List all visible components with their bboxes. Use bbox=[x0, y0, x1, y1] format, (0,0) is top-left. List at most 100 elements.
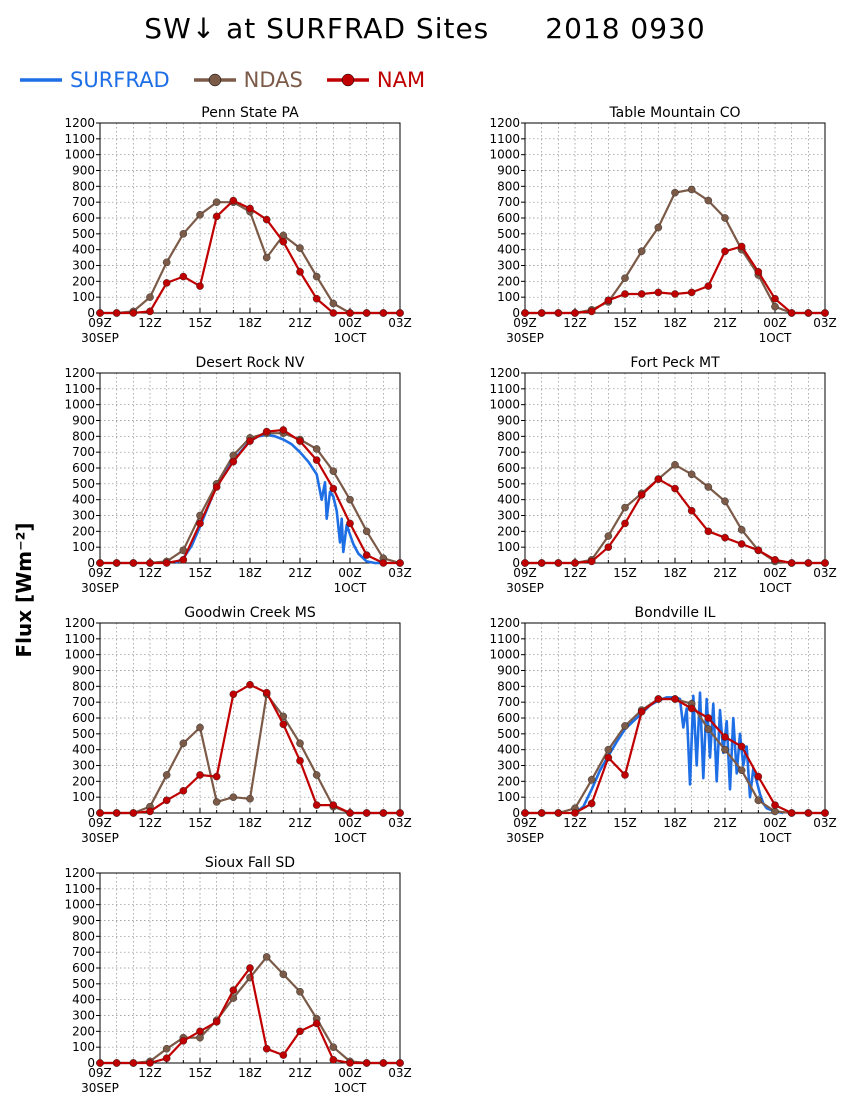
data-point bbox=[330, 1056, 337, 1063]
data-point bbox=[538, 559, 545, 566]
data-point bbox=[246, 795, 253, 802]
panel-title: Table Mountain CO bbox=[608, 105, 740, 121]
data-point bbox=[313, 771, 320, 778]
data-point bbox=[755, 773, 762, 780]
data-point bbox=[688, 471, 695, 478]
data-point bbox=[671, 189, 678, 196]
data-point bbox=[330, 1044, 337, 1051]
data-point bbox=[805, 559, 812, 566]
x-tick-label: 18Z bbox=[238, 816, 262, 830]
data-point bbox=[621, 771, 628, 778]
data-point bbox=[396, 309, 403, 316]
y-tick-label: 300 bbox=[72, 509, 95, 523]
y-tick-label: 600 bbox=[72, 461, 95, 475]
y-tick-label: 400 bbox=[497, 493, 520, 507]
data-point bbox=[96, 309, 103, 316]
data-point bbox=[213, 199, 220, 206]
y-tick-label: 700 bbox=[72, 945, 95, 959]
y-tick-label: 1200 bbox=[489, 616, 520, 630]
data-point bbox=[671, 290, 678, 297]
chart-panel: Goodwin Creek MS010020030040050060070080… bbox=[64, 605, 411, 845]
y-tick-label: 600 bbox=[72, 961, 95, 975]
x-tick-label: 03Z bbox=[813, 566, 837, 580]
data-point bbox=[280, 1051, 287, 1058]
y-tick-label: 1100 bbox=[64, 632, 95, 646]
data-point bbox=[296, 268, 303, 275]
x-tick-label: 21Z bbox=[713, 566, 737, 580]
data-point bbox=[230, 197, 237, 204]
y-tick-label: 100 bbox=[72, 790, 95, 804]
x-tick-label: 15Z bbox=[613, 316, 637, 330]
data-point bbox=[755, 797, 762, 804]
x-tick-label: 00Z bbox=[338, 816, 362, 830]
data-point bbox=[655, 695, 662, 702]
data-point bbox=[296, 437, 303, 444]
data-point bbox=[521, 809, 528, 816]
y-tick-label: 500 bbox=[72, 977, 95, 991]
data-point bbox=[621, 722, 628, 729]
data-point bbox=[688, 507, 695, 514]
data-point bbox=[163, 1055, 170, 1062]
data-point bbox=[638, 248, 645, 255]
data-point bbox=[821, 809, 828, 816]
data-point bbox=[538, 809, 545, 816]
y-tick-label: 200 bbox=[497, 274, 520, 288]
data-point bbox=[788, 809, 795, 816]
data-point bbox=[313, 273, 320, 280]
data-point bbox=[163, 1045, 170, 1052]
data-point bbox=[738, 767, 745, 774]
data-point bbox=[180, 787, 187, 794]
data-point bbox=[330, 300, 337, 307]
panel-title: Fort Peck MT bbox=[630, 355, 720, 371]
x-tick-label: 21Z bbox=[713, 316, 737, 330]
y-tick-label: 900 bbox=[497, 664, 520, 678]
data-point bbox=[363, 809, 370, 816]
data-point bbox=[755, 547, 762, 554]
data-point bbox=[113, 559, 120, 566]
x-tick-label: 03Z bbox=[813, 316, 837, 330]
y-tick-label: 800 bbox=[497, 429, 520, 443]
y-tick-label: 700 bbox=[72, 695, 95, 709]
data-point bbox=[788, 309, 795, 316]
x-tick-date-label: 30SEP bbox=[81, 331, 119, 345]
x-tick-label: 09Z bbox=[88, 816, 112, 830]
data-point bbox=[380, 1059, 387, 1066]
data-point bbox=[571, 559, 578, 566]
data-point bbox=[113, 309, 120, 316]
y-tick-label: 300 bbox=[72, 1009, 95, 1023]
x-tick-date-label: 30SEP bbox=[81, 831, 119, 845]
data-point bbox=[738, 743, 745, 750]
x-tick-label: 09Z bbox=[88, 566, 112, 580]
y-tick-label: 100 bbox=[497, 540, 520, 554]
x-tick-label: 09Z bbox=[513, 816, 537, 830]
data-point bbox=[330, 468, 337, 475]
x-tick-label: 21Z bbox=[288, 816, 312, 830]
data-point bbox=[163, 559, 170, 566]
x-tick-label: 18Z bbox=[663, 816, 687, 830]
x-tick-date-label: 1OCT bbox=[334, 331, 367, 345]
y-tick-label: 300 bbox=[72, 259, 95, 273]
data-point bbox=[280, 238, 287, 245]
data-point bbox=[346, 809, 353, 816]
data-point bbox=[130, 309, 137, 316]
y-tick-label: 300 bbox=[72, 759, 95, 773]
data-point bbox=[180, 740, 187, 747]
x-tick-label: 21Z bbox=[288, 1066, 312, 1080]
x-tick-label: 00Z bbox=[763, 816, 787, 830]
x-tick-label: 03Z bbox=[813, 816, 837, 830]
data-point bbox=[296, 1028, 303, 1035]
x-tick-label: 21Z bbox=[288, 566, 312, 580]
data-point bbox=[671, 485, 678, 492]
x-tick-label: 15Z bbox=[188, 316, 212, 330]
data-point bbox=[555, 559, 562, 566]
x-tick-label: 15Z bbox=[613, 816, 637, 830]
y-tick-label: 1200 bbox=[64, 616, 95, 630]
y-tick-label: 500 bbox=[72, 727, 95, 741]
data-point bbox=[705, 282, 712, 289]
data-point bbox=[755, 268, 762, 275]
data-point bbox=[196, 1028, 203, 1035]
y-tick-label: 100 bbox=[72, 540, 95, 554]
y-tick-label: 1000 bbox=[489, 148, 520, 162]
data-point bbox=[655, 224, 662, 231]
data-point bbox=[196, 282, 203, 289]
